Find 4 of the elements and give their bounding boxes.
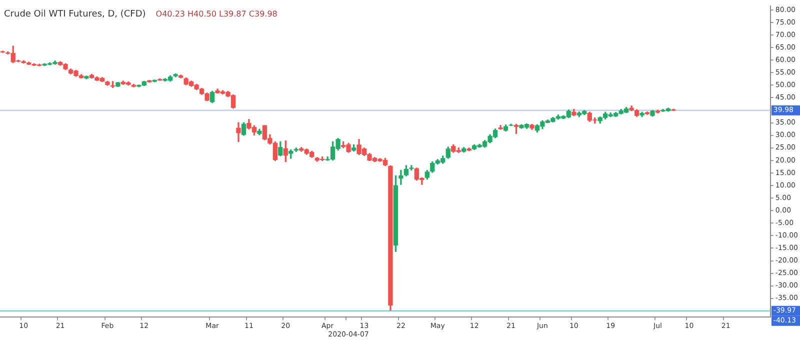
candlestick [236, 122, 241, 142]
chart-title: Crude Oil WTI Futures, D, (CFD) [4, 10, 146, 20]
chart-subtitle: O40.23 H40.50 L39.87 C39.98 [156, 9, 278, 18]
candlestick [398, 170, 404, 185]
